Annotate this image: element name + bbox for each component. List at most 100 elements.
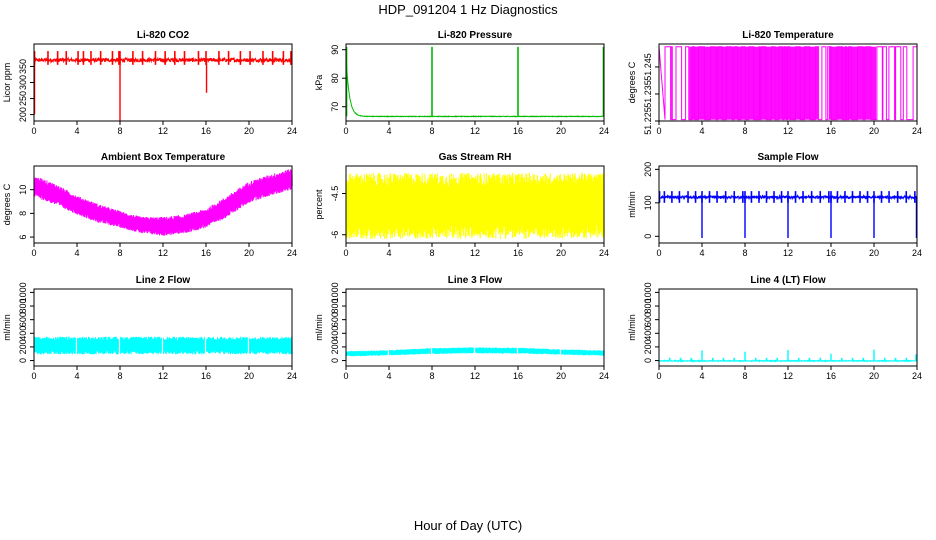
y-tick-label: 1000 (330, 282, 340, 302)
y-tick-label: 8 (18, 211, 28, 216)
x-tick-label: 24 (599, 248, 609, 258)
y-tick-label: 800 (330, 299, 340, 314)
x-tick-label: 20 (244, 371, 254, 381)
chart-title: Line 4 (LT) Flow (750, 275, 826, 286)
y-tick-label: 51.245 (643, 53, 653, 81)
x-tick-label: 4 (386, 126, 391, 136)
x-tick-label: 12 (470, 126, 480, 136)
chart-title: Gas Stream RH (439, 152, 512, 163)
x-tick-label: 20 (869, 248, 879, 258)
y-tick-label: 80 (330, 73, 340, 83)
y-tick-label: 250 (18, 91, 28, 106)
x-tick-label: 24 (599, 371, 609, 381)
x-tick-label: 8 (117, 248, 122, 258)
x-tick-label: 0 (343, 371, 348, 381)
x-tick-label: 8 (742, 371, 747, 381)
x-tick-label: 20 (244, 248, 254, 258)
y-tick-label: 800 (18, 299, 28, 314)
x-tick-label: 16 (201, 248, 211, 258)
x-tick-label: 4 (699, 371, 704, 381)
x-tick-label: 4 (74, 248, 79, 258)
y-tick-label: 300 (18, 75, 28, 90)
plot-frame (345, 43, 605, 122)
x-tick-label: 4 (699, 126, 704, 136)
x-tick-label: 12 (470, 371, 480, 381)
x-tick-label: 20 (556, 248, 566, 258)
plot-frame (33, 43, 293, 122)
y-tick-label: 1000 (643, 282, 653, 302)
x-tick-label: 12 (783, 248, 793, 258)
y-axis-label: percent (314, 189, 324, 220)
x-tick-label: 4 (74, 126, 79, 136)
x-tick-label: 24 (912, 371, 922, 381)
x-tick-label: 24 (912, 248, 922, 258)
y-axis-label: degrees C (627, 61, 637, 103)
x-tick-label: 4 (699, 248, 704, 258)
x-tick-label: 16 (826, 126, 836, 136)
chart-panel-8: Line 3 Flow ml/min 0 4 8 12 16 20 24 0 20040060080… (314, 275, 609, 381)
y-tick-label: 51.235 (643, 80, 653, 108)
x-tick-label: 8 (429, 248, 434, 258)
chart-title: Sample Flow (757, 152, 818, 163)
x-tick-label: 24 (912, 126, 922, 136)
y-tick-label: 51.225 (643, 107, 653, 135)
x-tick-label: 20 (869, 126, 879, 136)
data-series-dense-fill (828, 46, 877, 120)
x-tick-label: 12 (783, 126, 793, 136)
chart-panel-9: Line 4 (LT) Flow ml/min 0 4 8 12 16 20 24 0 200400… (627, 275, 922, 381)
y-tick-label: 400 (643, 326, 653, 341)
y-tick-label: -4.5 (330, 186, 340, 202)
data-series-band (33, 336, 293, 355)
chart-title: Line 2 Flow (136, 275, 191, 286)
chart-panel-7: Line 2 Flow ml/min 0 4 8 12 16 20 24 0 20040060080… (2, 275, 297, 381)
chart-title: Ambient Box Temperature (101, 152, 226, 163)
x-tick-label: 12 (470, 248, 480, 258)
x-tick-label: 12 (158, 126, 168, 136)
x-tick-label: 12 (158, 371, 168, 381)
y-tick-label: 600 (330, 312, 340, 327)
x-tick-label: 24 (287, 248, 297, 258)
x-tick-label: 12 (158, 248, 168, 258)
y-axis-label: ml/min (314, 314, 324, 341)
x-tick-label: 20 (869, 371, 879, 381)
x-tick-label: 4 (386, 371, 391, 381)
y-tick-label: 200 (643, 162, 653, 177)
x-tick-label: 8 (117, 126, 122, 136)
y-tick-label: 200 (18, 339, 28, 354)
x-tick-label: 4 (386, 248, 391, 258)
x-tick-label: 24 (599, 126, 609, 136)
y-tick-label: 200 (643, 339, 653, 354)
y-tick-label: 350 (18, 59, 28, 74)
y-tick-label: 400 (330, 326, 340, 341)
x-tick-label: 0 (656, 248, 661, 258)
y-tick-label: 70 (330, 102, 340, 112)
y-axis-label: degrees C (2, 183, 12, 225)
data-series-line (33, 56, 293, 64)
x-tick-label: 16 (513, 126, 523, 136)
data-series-band (33, 169, 293, 236)
chart-title: Li-820 Pressure (438, 30, 513, 41)
y-axis-label: ml/min (627, 191, 637, 218)
y-tick-label: 90 (330, 45, 340, 55)
y-tick-label: 200 (18, 107, 28, 122)
y-tick-label: 400 (18, 326, 28, 341)
x-tick-label: 16 (826, 248, 836, 258)
x-tick-label: 20 (556, 371, 566, 381)
y-tick-label: 600 (18, 312, 28, 327)
y-axis-label: Licor ppm (2, 63, 12, 103)
x-tick-label: 20 (244, 126, 254, 136)
y-tick-label: 10 (18, 185, 28, 195)
chart-panel-1: Li-820 CO2 Licor ppm 0 4 8 12 16 20 24 2002503003… (2, 30, 297, 136)
x-tick-label: 0 (31, 371, 36, 381)
plot-frame (33, 288, 293, 367)
y-tick-label: 800 (643, 299, 653, 314)
page-title: HDP_091204 1 Hz Diagnostics (378, 2, 558, 17)
x-tick-label: 0 (343, 126, 348, 136)
x-tick-label: 8 (742, 248, 747, 258)
chart-panel-3: Li-820 Temperature degrees C 0 4 8 12 16 20 24 51… (627, 30, 922, 136)
y-axis-label: ml/min (2, 314, 12, 341)
y-tick-label: 0 (330, 358, 340, 363)
chart-title: Li-820 Temperature (742, 30, 834, 41)
chart-panel-5: Gas Stream RH percent 0 4 8 12 16 20 24 -6 -4.5 (314, 152, 609, 258)
